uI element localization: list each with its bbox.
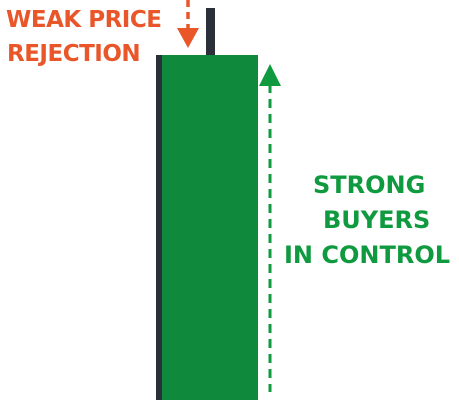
rejection-label-line1: WEAK PRICE [6,7,162,33]
buyers-label-line1: STRONG [313,171,426,199]
down-arrow-icon [177,0,199,48]
buyers-label-line2: BUYERS [323,206,431,234]
upper-wick [206,8,215,55]
rejection-label-line2: REJECTION [7,41,141,67]
candle-body [162,55,258,400]
candle-shadow-edge [156,55,164,400]
up-arrow-icon [259,64,281,392]
buyers-label-line3: IN CONTROL [284,241,451,269]
